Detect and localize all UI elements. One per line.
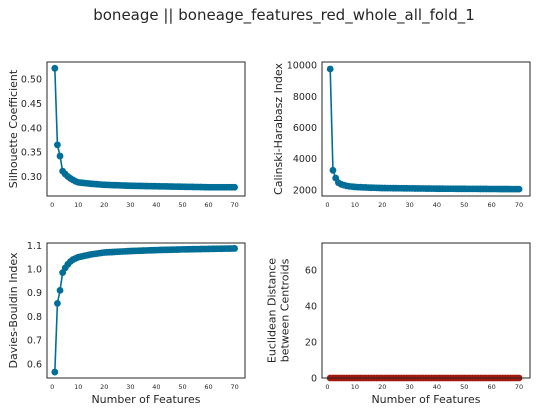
y-tick-label: 6000 [293, 123, 317, 134]
y-axis-label: Silhouette Coefficient [7, 69, 20, 188]
x-tick-label: 10 [74, 383, 82, 391]
y-tick-label: 0.30 [21, 172, 42, 183]
y-axis-label: Euclidean Distancebetween Centroids [266, 258, 292, 363]
x-tick-label: 70 [515, 201, 523, 209]
x-tick-label: 20 [378, 383, 386, 391]
x-tick-label: 60 [488, 201, 496, 209]
x-axis-label: Number of Features [91, 393, 200, 406]
y-axis-label-line: Silhouette Coefficient [7, 69, 20, 188]
y-tick-label: 0 [311, 374, 317, 385]
y-tick-label: 0.50 [21, 75, 42, 86]
x-tick-label: 50 [460, 383, 468, 391]
y-tick-label: 0.45 [21, 99, 42, 110]
x-tick-label: 0 [50, 383, 54, 391]
x-tick-label: 0 [50, 201, 54, 209]
y-axis-label-line: Davies-Bouldin Index [7, 252, 20, 368]
x-tick-label: 0 [325, 201, 329, 209]
y-axis-label-line: between Centroids [279, 258, 292, 362]
x-tick-label: 70 [230, 201, 238, 209]
y-tick-label: 60 [305, 266, 317, 277]
series-line [54, 68, 235, 189]
x-tick-label: 70 [230, 383, 238, 391]
axes-frame [46, 61, 246, 197]
subplot-4: 0 10 20 30 40 50 60 70 0 20 40 60 Euclidean Distance… [266, 242, 531, 406]
axes-frame [321, 242, 531, 379]
data-point [54, 299, 61, 307]
y-tick-label: 1.0 [27, 265, 42, 276]
y-tick-label: 8000 [293, 92, 317, 103]
x-tick-label: 30 [405, 383, 413, 391]
y-tick-label: 40 [305, 302, 317, 313]
data-point [231, 245, 238, 252]
x-tick-label: 40 [152, 383, 160, 391]
y-tick-label: 20 [305, 338, 317, 349]
data-point [56, 152, 64, 160]
y-tick-label: 1.1 [27, 241, 42, 252]
axes-frame [46, 242, 246, 379]
x-tick-label: 30 [126, 383, 134, 391]
y-axis-label-line: Euclidean Distance [266, 258, 279, 363]
data-point [329, 166, 337, 174]
x-tick-label: 10 [74, 201, 82, 209]
y-tick-label: 2000 [293, 185, 317, 196]
y-axis-label: Calinski-Harabasz Index [272, 63, 285, 195]
x-tick-label: 50 [178, 383, 186, 391]
data-point [54, 141, 61, 149]
data-point [51, 368, 59, 376]
x-tick-label: 40 [433, 201, 441, 209]
data-point [326, 65, 334, 73]
y-axis-label-line: Calinski-Harabasz Index [272, 63, 285, 195]
y-tick-label: 4000 [293, 154, 317, 165]
data-point [231, 183, 238, 191]
y-tick-label: 0.7 [27, 336, 42, 347]
x-tick-label: 0 [325, 383, 329, 391]
x-tick-label: 20 [378, 201, 386, 209]
x-tick-label: 40 [433, 383, 441, 391]
series-line [54, 247, 235, 373]
y-axis-label: Davies-Bouldin Index [7, 252, 20, 368]
data-point [51, 64, 59, 72]
y-tick-label: 0.35 [21, 148, 42, 159]
data-point [56, 286, 64, 294]
y-tick-label: 0.40 [21, 123, 42, 134]
x-tick-label: 50 [460, 201, 468, 209]
figure-title: boneage || boneage_features_red_whole_al… [93, 6, 475, 25]
y-tick-label: 10000 [287, 61, 317, 72]
x-tick-label: 60 [204, 383, 212, 391]
subplot-2: 0 10 20 30 40 50 60 70 2000 4000 6000 8000 10000Cali… [272, 61, 531, 209]
subplot-1: 0 10 20 30 40 50 60 70 0.30 0.35 0.40 0.45 0.50Silho… [7, 61, 246, 209]
series-line [329, 68, 520, 190]
x-tick-label: 70 [515, 383, 523, 391]
x-axis-label: Number of Features [371, 393, 480, 406]
x-tick-label: 50 [178, 201, 186, 209]
data-point [515, 185, 523, 193]
x-tick-label: 60 [488, 383, 496, 391]
y-tick-label: 0.9 [27, 288, 42, 299]
x-tick-label: 10 [351, 201, 359, 209]
subplot-3: 0 10 20 30 40 50 60 70 0.6 0.7 0.8 0.9 1.0 1.1 Davies-… [7, 241, 246, 406]
y-tick-label: 0.6 [27, 359, 42, 370]
y-tick-label: 0.8 [27, 312, 42, 323]
axes-frame [321, 61, 531, 197]
x-tick-label: 10 [351, 383, 359, 391]
x-tick-label: 40 [152, 201, 160, 209]
x-tick-label: 20 [100, 201, 108, 209]
x-tick-label: 20 [100, 383, 108, 391]
x-tick-label: 30 [405, 201, 413, 209]
x-tick-label: 30 [126, 201, 134, 209]
x-tick-label: 60 [204, 201, 212, 209]
